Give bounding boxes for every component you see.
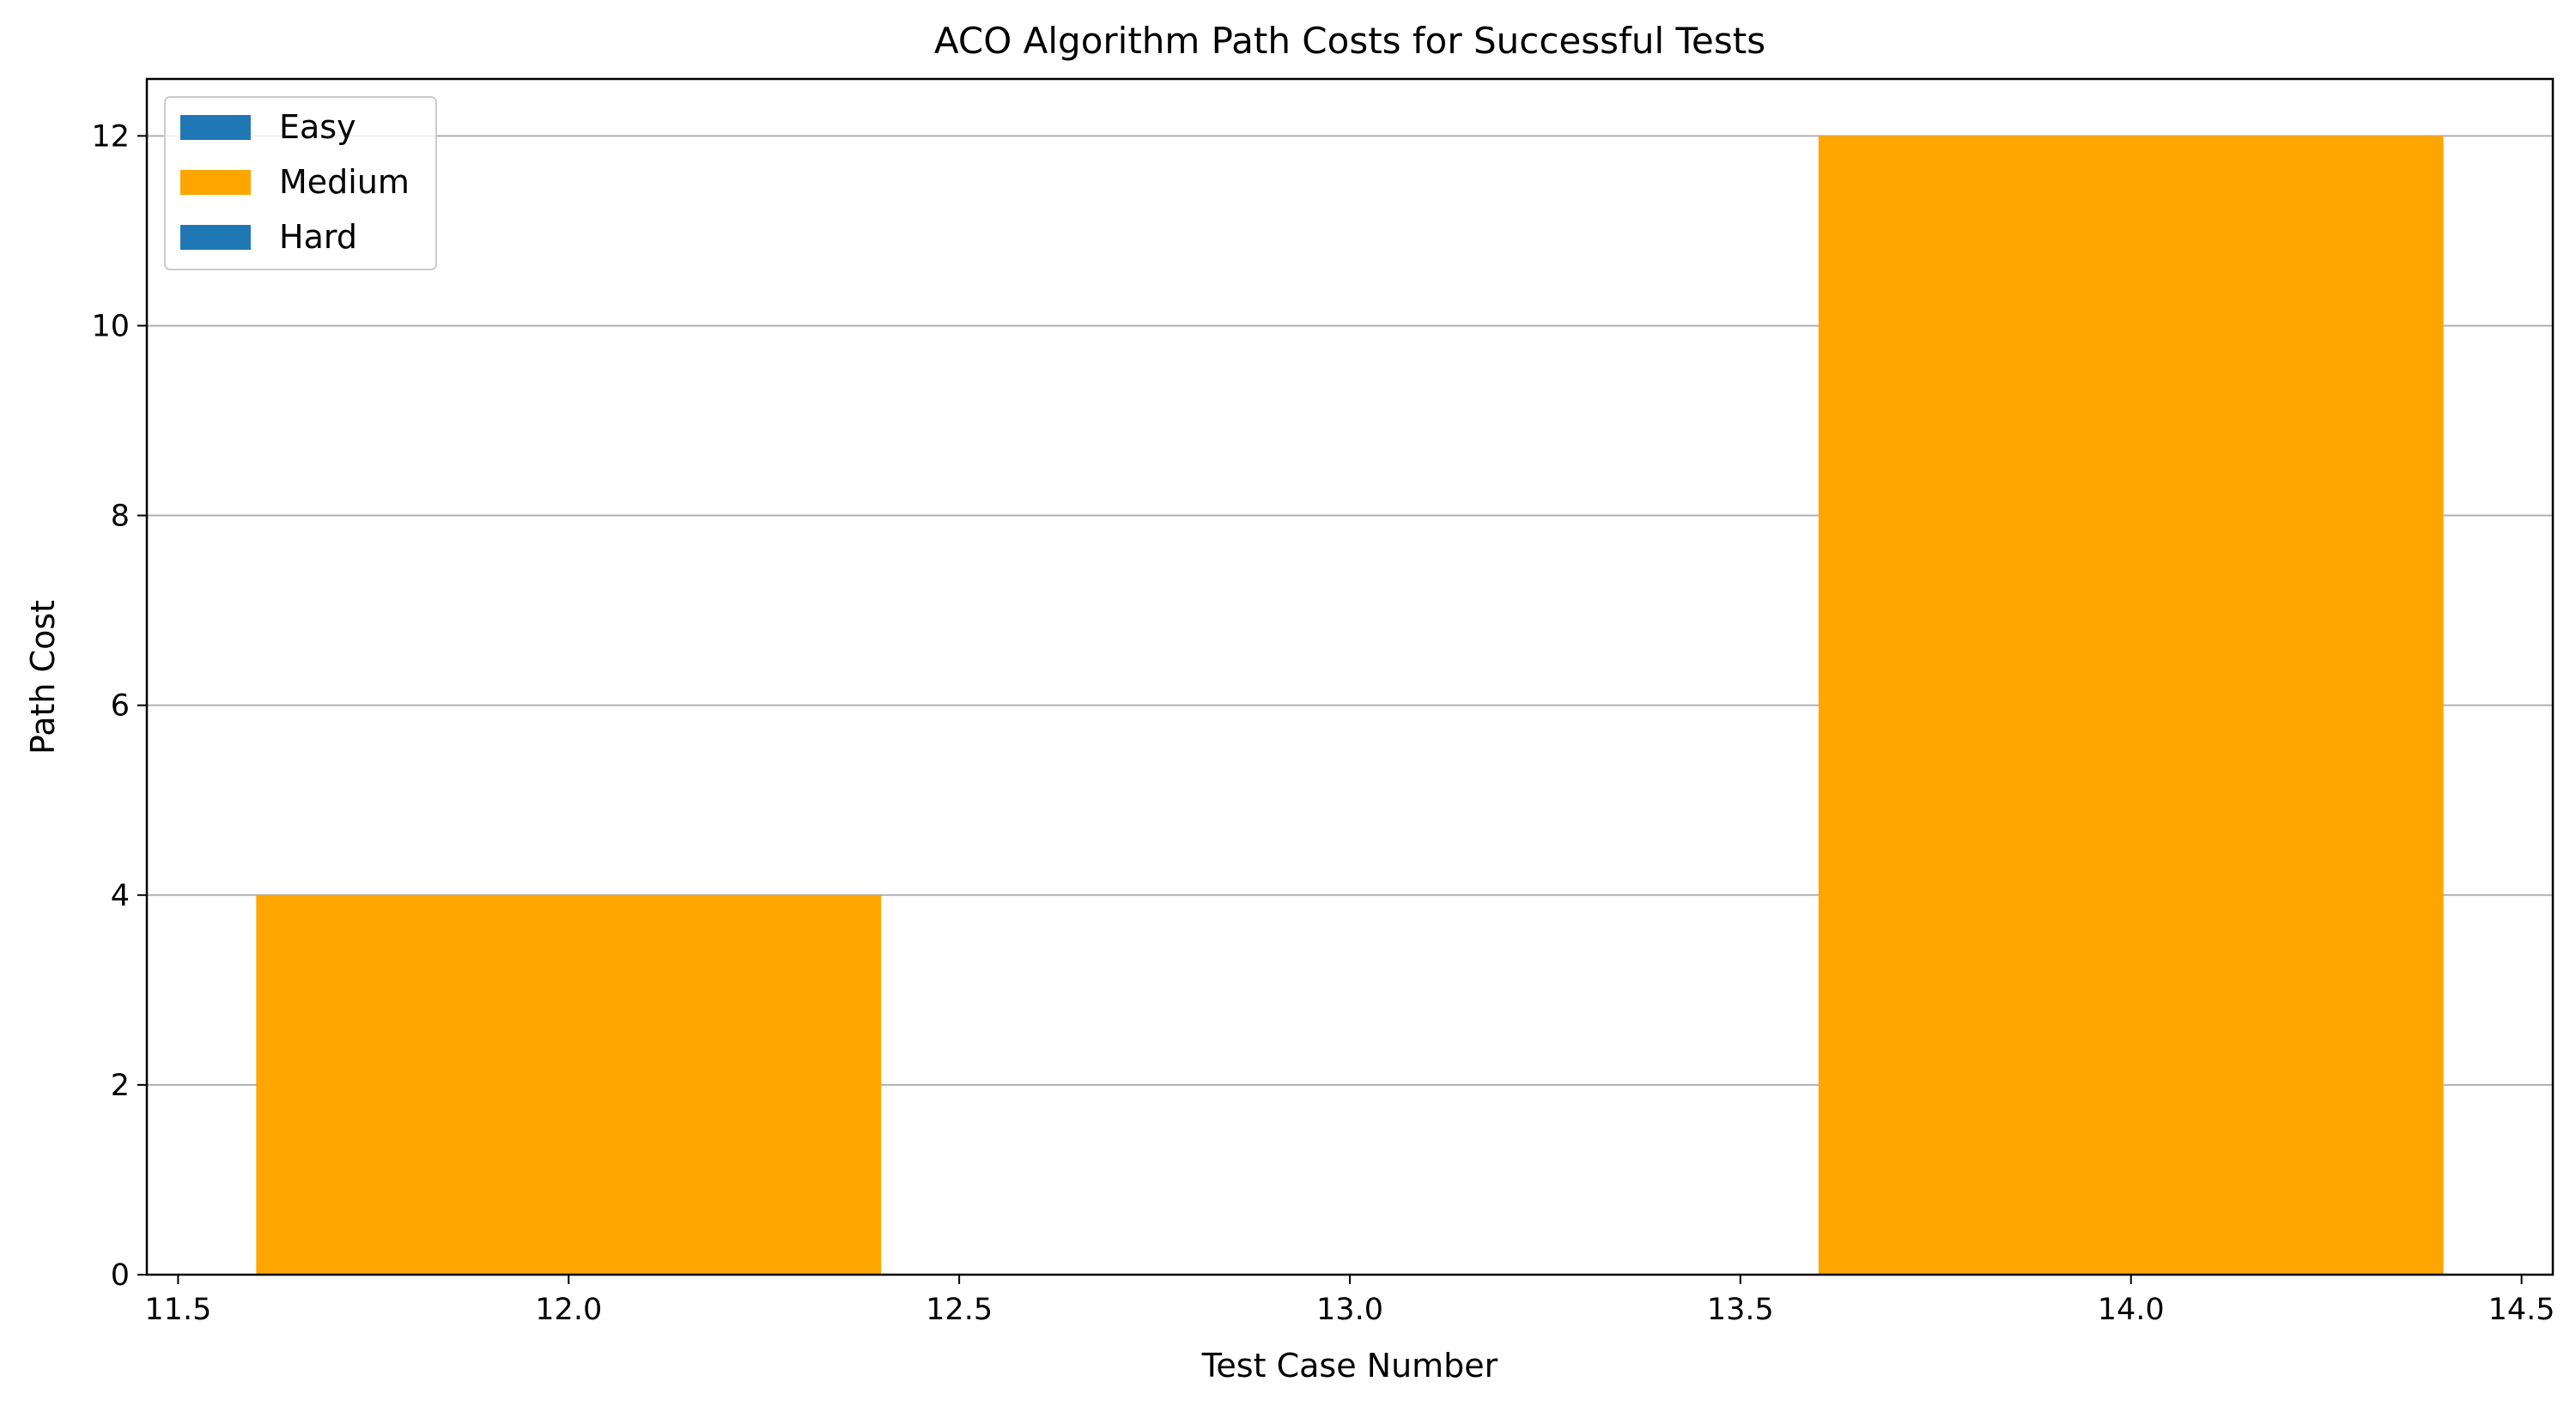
x-tick-label: 11.5 (144, 1293, 211, 1327)
legend-swatch (180, 115, 251, 140)
x-axis-label: Test Case Number (1201, 1347, 1498, 1385)
x-tick-label: 13.0 (1316, 1293, 1383, 1327)
y-tick-label: 10 (91, 309, 130, 343)
legend-label: Hard (279, 218, 357, 256)
bar (1818, 136, 2444, 1275)
y-tick-label: 4 (111, 879, 130, 913)
x-tick-label: 14.5 (2488, 1293, 2555, 1327)
y-tick-label: 2 (111, 1069, 130, 1103)
legend-label: Medium (279, 163, 410, 201)
legend: Easy Medium Hard (164, 96, 437, 270)
x-tick-label: 12.0 (535, 1293, 602, 1327)
x-tick-label: 14.0 (2098, 1293, 2165, 1327)
bar (256, 894, 882, 1275)
x-tick-label: 12.5 (926, 1293, 993, 1327)
legend-swatch (180, 225, 251, 250)
y-tick-label: 8 (111, 500, 130, 534)
y-tick-label: 6 (111, 689, 130, 724)
legend-swatch (180, 170, 251, 195)
y-axis-label: Path Cost (24, 600, 62, 755)
legend-label: Easy (279, 108, 356, 146)
y-tick-label: 0 (111, 1258, 130, 1293)
chart-title: ACO Algorithm Path Costs for Successful … (934, 20, 1765, 62)
x-ticks: 11.5 12.0 12.5 13.0 13.5 14.0 14.5 (144, 1275, 2555, 1327)
x-tick-label: 13.5 (1707, 1293, 1774, 1327)
y-tick-label: 12 (91, 119, 130, 154)
y-ticks: 0 2 4 6 8 10 12 (91, 119, 147, 1293)
bars (256, 136, 2444, 1275)
